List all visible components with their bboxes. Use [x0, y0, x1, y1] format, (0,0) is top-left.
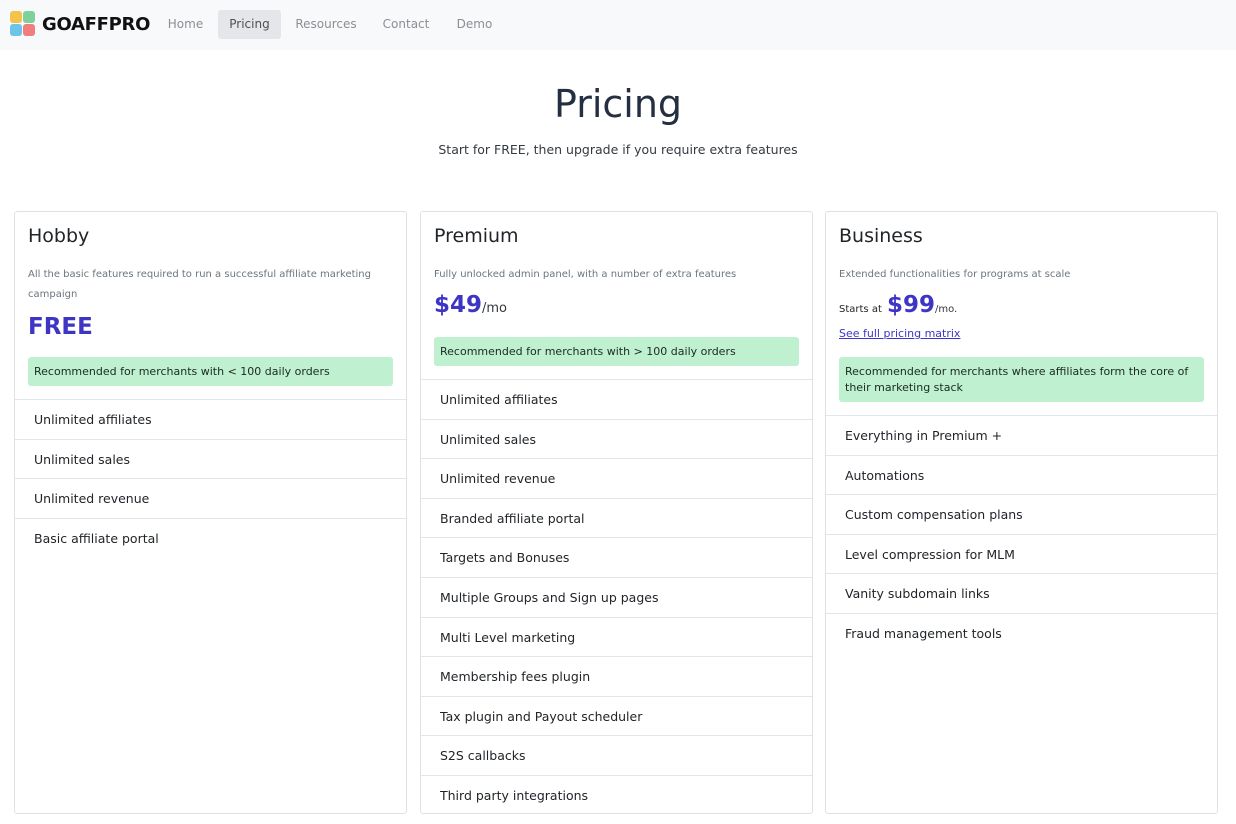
recommendation-badge: Recommended for merchants with < 100 dai…	[28, 357, 393, 386]
feature-item: Branded affiliate portal	[421, 497, 812, 538]
plan-price-block: Starts at $99/mo.	[839, 292, 957, 318]
feature-item: Unlimited sales	[15, 438, 406, 479]
plan-description: Fully unlocked admin panel, with a numbe…	[434, 269, 737, 280]
plan-price-unit: /mo	[482, 301, 508, 316]
feature-item: Targets and Bonuses	[421, 537, 812, 577]
recommendation-badge: Recommended for merchants with > 100 dai…	[434, 337, 799, 366]
feature-list: Unlimited affiliates Unlimited sales Unl…	[15, 399, 406, 557]
plan-card-hobby: Hobby All the basic features required to…	[14, 211, 407, 814]
page-subtitle: Start for FREE, then upgrade if you requ…	[438, 142, 798, 157]
nav-pricing[interactable]: Pricing	[218, 10, 281, 39]
plan-description: All the basic features required to run a…	[28, 269, 371, 300]
nav-contact[interactable]: Contact	[382, 17, 430, 31]
plan-card-business: Business Extended functionalities for pr…	[825, 211, 1218, 814]
feature-item: Unlimited sales	[421, 418, 812, 459]
feature-item: Third party integrations	[421, 774, 812, 813]
nav-resources[interactable]: Resources	[295, 17, 357, 31]
feature-item: Fraud management tools	[826, 612, 1217, 653]
plan-price-block: $49/mo	[434, 292, 507, 318]
brand-name: GOAFFPRO	[42, 13, 151, 35]
feature-item: Tax plugin and Payout scheduler	[421, 695, 812, 736]
feature-item: Basic affiliate portal	[15, 517, 406, 558]
page-title: Pricing	[553, 82, 683, 126]
plan-card-premium: Premium Fully unlocked admin panel, with…	[420, 211, 813, 814]
price-prefix: Starts at	[839, 304, 882, 315]
feature-item: Unlimited revenue	[421, 458, 812, 498]
recommendation-badge: Recommended for merchants where affiliat…	[839, 357, 1204, 402]
pricing-matrix-link[interactable]: See full pricing matrix	[839, 327, 961, 340]
plan-name: Hobby	[28, 225, 90, 247]
feature-item: Unlimited affiliates	[421, 379, 812, 419]
feature-item: Custom compensation plans	[826, 494, 1217, 534]
feature-item: Everything in Premium +	[826, 415, 1217, 455]
puzzle-logo-icon	[10, 11, 36, 37]
plan-name: Premium	[434, 225, 519, 247]
feature-item: Unlimited revenue	[15, 478, 406, 518]
feature-item: S2S callbacks	[421, 735, 812, 775]
plan-price: $99	[886, 292, 935, 318]
feature-item: Vanity subdomain links	[826, 573, 1217, 613]
plan-description: Extended functionalities for programs at…	[839, 269, 1071, 280]
nav-demo[interactable]: Demo	[456, 17, 493, 31]
nav-home[interactable]: Home	[167, 17, 204, 31]
top-navbar: GOAFFPRO Home Pricing Resources Contact …	[0, 0, 1236, 50]
plan-price: $49	[434, 292, 483, 318]
feature-item: Unlimited affiliates	[15, 399, 406, 439]
feature-list: Everything in Premium + Automations Cust…	[826, 415, 1217, 653]
feature-item: Multiple Groups and Sign up pages	[421, 576, 812, 617]
feature-list: Unlimited affiliates Unlimited sales Unl…	[421, 379, 812, 813]
feature-item: Automations	[826, 454, 1217, 495]
plan-price: FREE	[28, 314, 93, 340]
plan-name: Business	[839, 225, 923, 247]
feature-item: Membership fees plugin	[421, 656, 812, 696]
brand-logo-link[interactable]: GOAFFPRO	[10, 10, 150, 38]
feature-item: Level compression for MLM	[826, 533, 1217, 574]
plan-price-unit: /mo.	[934, 304, 958, 315]
feature-item: Multi Level marketing	[421, 616, 812, 657]
